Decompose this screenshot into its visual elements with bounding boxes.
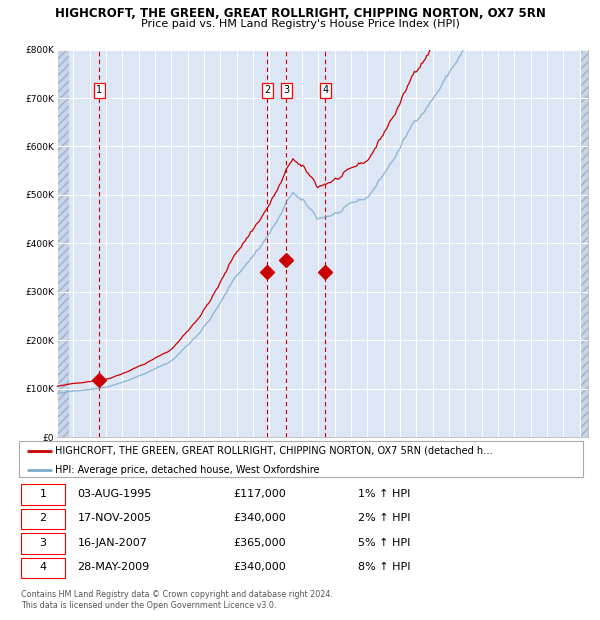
- Text: 3: 3: [283, 86, 289, 95]
- FancyBboxPatch shape: [21, 484, 65, 505]
- Text: 8% ↑ HPI: 8% ↑ HPI: [358, 562, 410, 572]
- FancyBboxPatch shape: [19, 441, 583, 477]
- Text: 03-AUG-1995: 03-AUG-1995: [77, 489, 152, 499]
- Text: 3: 3: [40, 538, 46, 548]
- Text: £117,000: £117,000: [233, 489, 286, 499]
- Bar: [57, 50, 69, 437]
- Text: 4: 4: [40, 562, 47, 572]
- FancyBboxPatch shape: [21, 558, 65, 578]
- Text: 1: 1: [96, 86, 102, 95]
- Text: 2: 2: [40, 513, 47, 523]
- Text: 16-JAN-2007: 16-JAN-2007: [77, 538, 148, 548]
- Text: 17-NOV-2005: 17-NOV-2005: [77, 513, 152, 523]
- Text: Contains HM Land Registry data © Crown copyright and database right 2024.
This d: Contains HM Land Registry data © Crown c…: [21, 590, 333, 609]
- Text: 1: 1: [40, 489, 46, 499]
- Text: £340,000: £340,000: [233, 513, 286, 523]
- Text: 2: 2: [264, 86, 271, 95]
- Text: 28-MAY-2009: 28-MAY-2009: [77, 562, 150, 572]
- Text: HIGHCROFT, THE GREEN, GREAT ROLLRIGHT, CHIPPING NORTON, OX7 5RN: HIGHCROFT, THE GREEN, GREAT ROLLRIGHT, C…: [55, 7, 545, 20]
- Text: 4: 4: [322, 86, 328, 95]
- Text: 2% ↑ HPI: 2% ↑ HPI: [358, 513, 410, 523]
- Text: HIGHCROFT, THE GREEN, GREAT ROLLRIGHT, CHIPPING NORTON, OX7 5RN (detached h…: HIGHCROFT, THE GREEN, GREAT ROLLRIGHT, C…: [55, 446, 493, 456]
- Text: £340,000: £340,000: [233, 562, 286, 572]
- Text: 5% ↑ HPI: 5% ↑ HPI: [358, 538, 410, 548]
- Text: 1% ↑ HPI: 1% ↑ HPI: [358, 489, 410, 499]
- Text: Price paid vs. HM Land Registry's House Price Index (HPI): Price paid vs. HM Land Registry's House …: [140, 19, 460, 29]
- Text: £365,000: £365,000: [233, 538, 286, 548]
- FancyBboxPatch shape: [21, 533, 65, 554]
- Bar: [581, 50, 588, 437]
- Text: HPI: Average price, detached house, West Oxfordshire: HPI: Average price, detached house, West…: [55, 465, 319, 475]
- FancyBboxPatch shape: [21, 509, 65, 529]
